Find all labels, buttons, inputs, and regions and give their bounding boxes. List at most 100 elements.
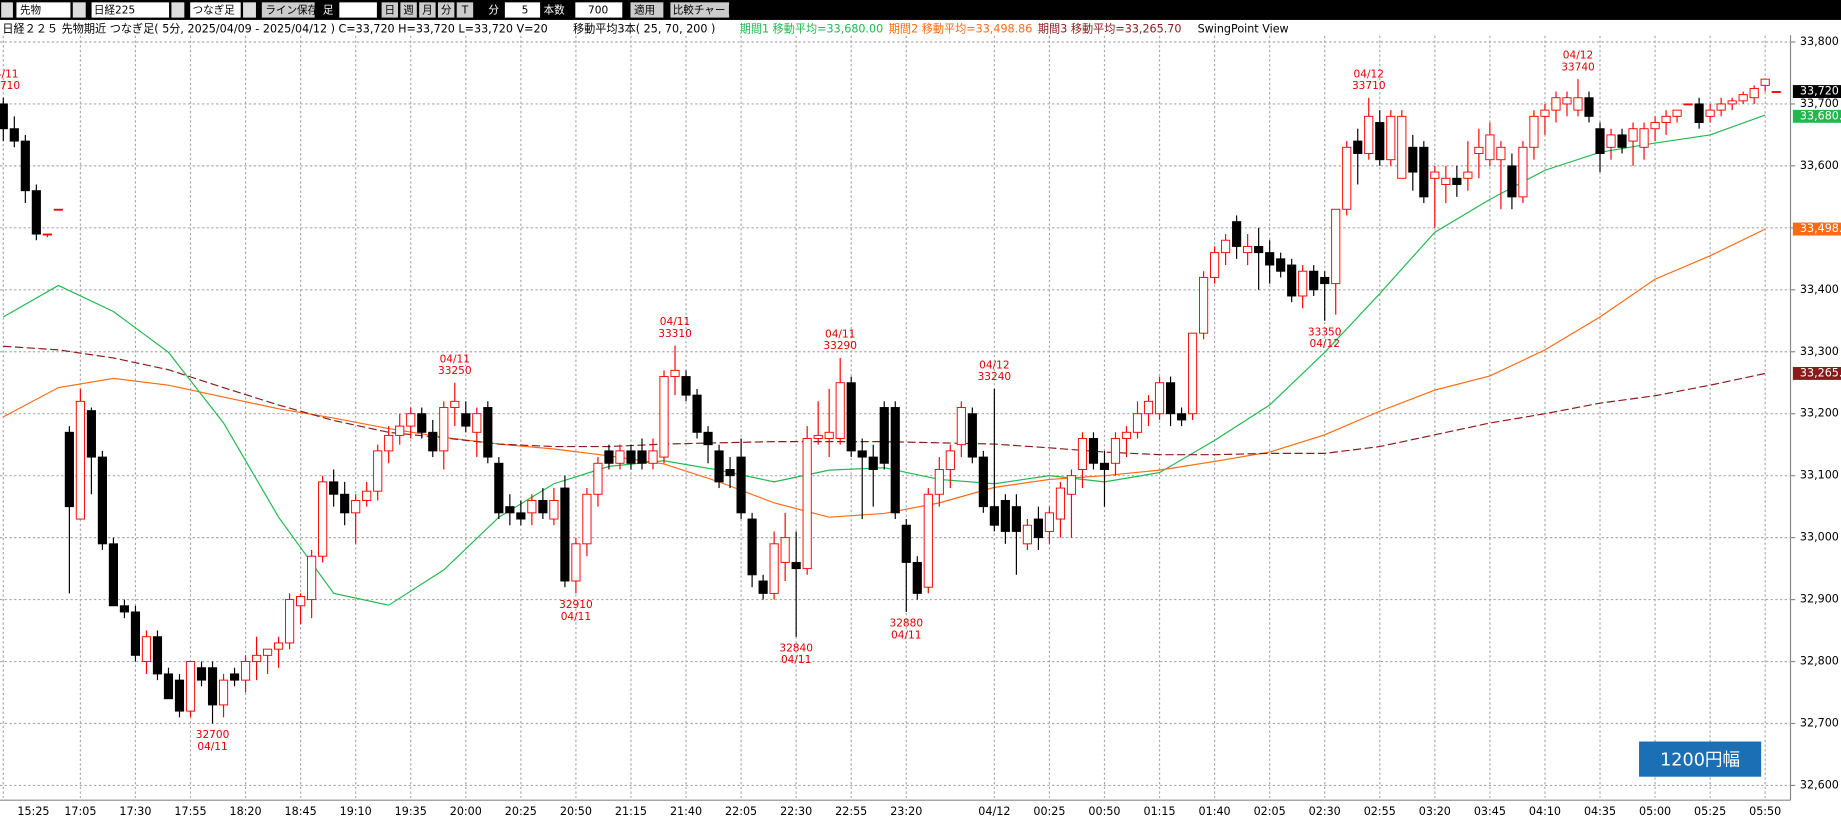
period-button[interactable] [456,2,474,18]
candle-body [483,407,493,458]
y-tick-label: 32,800 [1800,655,1839,668]
candle-body [1639,128,1649,148]
x-tick-label: 00:50 [1088,805,1120,818]
x-tick-label: 05:50 [1749,805,1781,818]
candle-body [240,661,251,681]
x-tick-label: 17:55 [174,805,206,818]
dropdown[interactable] [243,2,256,18]
count-input[interactable] [575,2,623,18]
candle-body [1430,171,1440,179]
unit-label: 分 [488,5,499,17]
y-tick-label: 32,700 [1800,716,1839,729]
candle-body [604,450,614,464]
period-button[interactable] [400,2,417,18]
period-button[interactable] [381,2,399,18]
candle-body [1066,475,1077,495]
candle-body [802,438,812,570]
swing-date: 04/12 [1563,50,1593,62]
swing-value: 32700 [196,729,230,741]
x-tick-label: 23:20 [890,805,922,818]
candle-body [890,407,900,514]
period-label: T [461,5,469,17]
market-select[interactable] [16,2,71,18]
candle-body [53,208,63,211]
candle-body [218,679,229,706]
candle-body [1375,122,1385,161]
mode-select[interactable] [190,2,241,18]
candle-body [75,400,85,520]
candle-body [119,605,130,613]
candle-body [571,543,581,582]
candle-body [1419,146,1429,198]
interval-input[interactable] [504,2,541,18]
apply-button[interactable] [630,2,664,18]
candle-body [1254,245,1264,254]
price-tag-label: 33,498. [1800,222,1841,235]
candle-body [9,128,19,142]
range-badge-label: 1200円幅 [1660,750,1740,770]
candle-body [1176,413,1187,421]
dropdown[interactable] [171,2,185,18]
candle-body [318,481,328,557]
swing-date: 04/11 [440,353,470,365]
period-button[interactable] [419,2,436,18]
bar-label: 足 [323,5,334,17]
candle-body [1353,140,1363,154]
candle-body [846,382,856,452]
candle-body [428,431,438,452]
candle-body [1276,258,1286,272]
candle-body [1716,103,1726,111]
candle-body [64,431,74,508]
candle-body [582,493,592,545]
candle-body [989,506,999,526]
swing-date: 04/11 [660,316,690,328]
save-button[interactable] [261,2,315,18]
candle-body [307,555,317,601]
candle-body [637,450,647,464]
candle-body [1221,239,1231,254]
candle-body [0,103,8,130]
candle-body [174,679,185,712]
x-tick-label: 22:05 [725,805,757,818]
dropdown[interactable] [72,2,86,18]
period-label: 月 [422,5,433,17]
candle-body [1584,97,1594,117]
x-tick-label: 02:30 [1309,805,1341,818]
candle-body [1309,270,1319,291]
candle-body [868,456,878,470]
x-tick-label: 03:45 [1474,805,1506,818]
menu-button[interactable] [1,2,13,18]
candle-body [692,394,702,433]
price-tag [1792,222,1841,236]
x-tick-label: 17:05 [64,805,96,818]
candle-body [384,434,394,452]
y-tick-label: 33,700 [1800,97,1839,110]
candle-body [1210,252,1220,278]
save-label: ライン保存 [265,4,318,17]
candle-body [1463,171,1473,179]
swing-date: 04/11 [0,68,19,80]
x-tick-label: 04:35 [1584,805,1616,818]
candle-body [1265,252,1275,266]
candle-body [648,450,658,464]
bar-input[interactable] [339,2,377,18]
x-tick-label: 21:15 [615,805,647,818]
compare-button[interactable] [670,2,730,18]
x-tick-label: 01:40 [1199,805,1231,818]
candle-body [912,561,922,594]
candle-body [516,512,526,520]
candle-body [251,654,262,663]
candle-body [97,456,107,545]
x-tick-label: 18:20 [230,805,262,818]
x-tick-label: 18:45 [285,805,317,818]
candle-body [626,450,636,464]
symbol-select[interactable] [91,2,170,18]
candle-body [285,599,295,644]
x-tick-label: 02:05 [1254,805,1286,818]
x-tick-label: 00:25 [1033,805,1065,818]
candle-body [967,413,977,458]
candle-body [1187,332,1198,415]
candle-body [1683,103,1693,106]
period-button[interactable] [437,2,455,18]
